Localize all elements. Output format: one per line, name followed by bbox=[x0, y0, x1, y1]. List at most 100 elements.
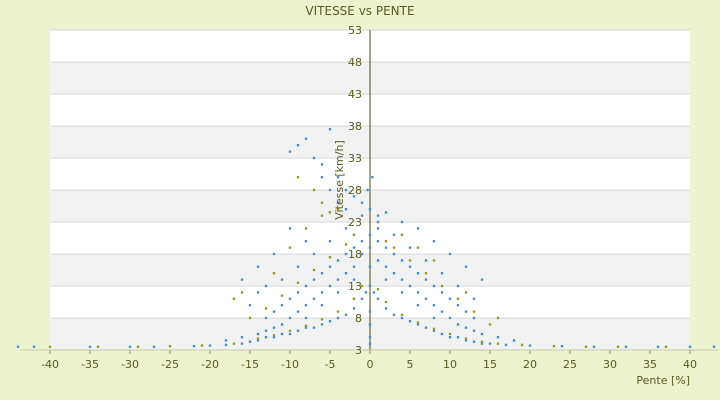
data-point bbox=[128, 345, 132, 348]
data-point bbox=[448, 332, 452, 336]
data-point bbox=[656, 345, 660, 348]
data-point bbox=[272, 336, 276, 339]
data-point bbox=[384, 246, 388, 249]
data-point bbox=[392, 313, 396, 316]
data-point bbox=[256, 332, 260, 336]
data-point bbox=[264, 284, 268, 288]
data-point bbox=[240, 278, 244, 281]
data-point bbox=[280, 278, 284, 281]
x-tick-label: 15 bbox=[483, 358, 497, 371]
data-point bbox=[584, 345, 588, 348]
data-point bbox=[456, 323, 460, 326]
data-point bbox=[440, 284, 444, 288]
data-point bbox=[328, 265, 332, 268]
data-point bbox=[416, 323, 420, 326]
data-point bbox=[240, 336, 244, 339]
data-point bbox=[344, 252, 348, 256]
data-point bbox=[288, 227, 292, 230]
data-point bbox=[360, 252, 364, 256]
data-point bbox=[288, 246, 292, 249]
y-tick-label: 43 bbox=[348, 88, 362, 101]
chart-title: VITESSE vs PENTE bbox=[305, 4, 414, 18]
data-point bbox=[200, 344, 204, 347]
data-point bbox=[416, 321, 420, 324]
data-point bbox=[328, 128, 332, 131]
data-point bbox=[400, 291, 404, 294]
data-point bbox=[384, 307, 388, 310]
data-point bbox=[320, 163, 324, 166]
data-point bbox=[624, 345, 628, 348]
data-point bbox=[384, 265, 388, 268]
data-point bbox=[480, 342, 484, 345]
data-point bbox=[384, 211, 388, 214]
data-point bbox=[320, 201, 324, 204]
data-point bbox=[456, 284, 460, 288]
data-point bbox=[352, 195, 356, 198]
data-point bbox=[400, 233, 404, 236]
data-point bbox=[424, 326, 428, 329]
data-point bbox=[408, 246, 412, 249]
data-point bbox=[456, 304, 460, 307]
data-point bbox=[304, 137, 308, 140]
y-tick-label: 48 bbox=[348, 56, 362, 69]
data-point bbox=[280, 294, 284, 297]
data-point bbox=[304, 240, 308, 243]
data-point bbox=[296, 265, 300, 268]
x-tick-label: -10 bbox=[281, 358, 299, 371]
data-point bbox=[312, 278, 316, 281]
data-point bbox=[712, 345, 716, 348]
data-point bbox=[496, 342, 500, 345]
data-point bbox=[248, 316, 252, 320]
data-point bbox=[448, 297, 452, 300]
data-point bbox=[152, 345, 156, 348]
data-point bbox=[376, 259, 380, 262]
data-point bbox=[424, 272, 428, 275]
y-tick-label: 23 bbox=[348, 216, 362, 229]
axes bbox=[20, 30, 718, 354]
data-point bbox=[496, 336, 500, 339]
data-point bbox=[360, 240, 364, 243]
data-point bbox=[328, 211, 332, 214]
data-point bbox=[288, 329, 292, 332]
y-tick-label: 53 bbox=[348, 24, 362, 37]
data-point bbox=[424, 259, 428, 262]
data-point bbox=[400, 259, 404, 262]
data-point bbox=[272, 326, 276, 329]
data-point bbox=[336, 201, 340, 204]
data-point bbox=[352, 246, 356, 249]
data-point bbox=[408, 284, 412, 288]
data-point bbox=[472, 340, 476, 343]
data-point bbox=[264, 329, 268, 332]
data-point bbox=[440, 272, 444, 275]
data-point bbox=[344, 208, 348, 211]
data-point bbox=[384, 240, 388, 243]
data-point bbox=[408, 259, 412, 262]
data-point bbox=[192, 344, 196, 348]
x-tick-label: 35 bbox=[643, 358, 657, 371]
data-point bbox=[312, 297, 316, 300]
data-point bbox=[360, 297, 364, 300]
data-point bbox=[296, 281, 300, 284]
data-point bbox=[344, 188, 348, 192]
y-tick-label: 33 bbox=[348, 152, 362, 165]
x-tick-label: 10 bbox=[443, 358, 457, 371]
data-point bbox=[280, 323, 284, 326]
data-point bbox=[296, 291, 300, 294]
data-point bbox=[256, 265, 260, 268]
data-point bbox=[344, 227, 348, 230]
data-point bbox=[528, 344, 532, 347]
data-point bbox=[368, 323, 372, 326]
x-tick-label: 0 bbox=[367, 358, 374, 371]
data-point bbox=[320, 323, 324, 326]
data-point bbox=[496, 316, 500, 320]
data-point bbox=[264, 307, 268, 310]
data-point bbox=[464, 339, 468, 342]
data-point bbox=[472, 316, 476, 320]
data-point bbox=[240, 342, 244, 345]
data-point bbox=[304, 227, 308, 230]
data-point bbox=[384, 278, 388, 281]
data-point bbox=[328, 320, 332, 323]
data-point bbox=[336, 310, 340, 313]
data-point bbox=[288, 316, 292, 320]
